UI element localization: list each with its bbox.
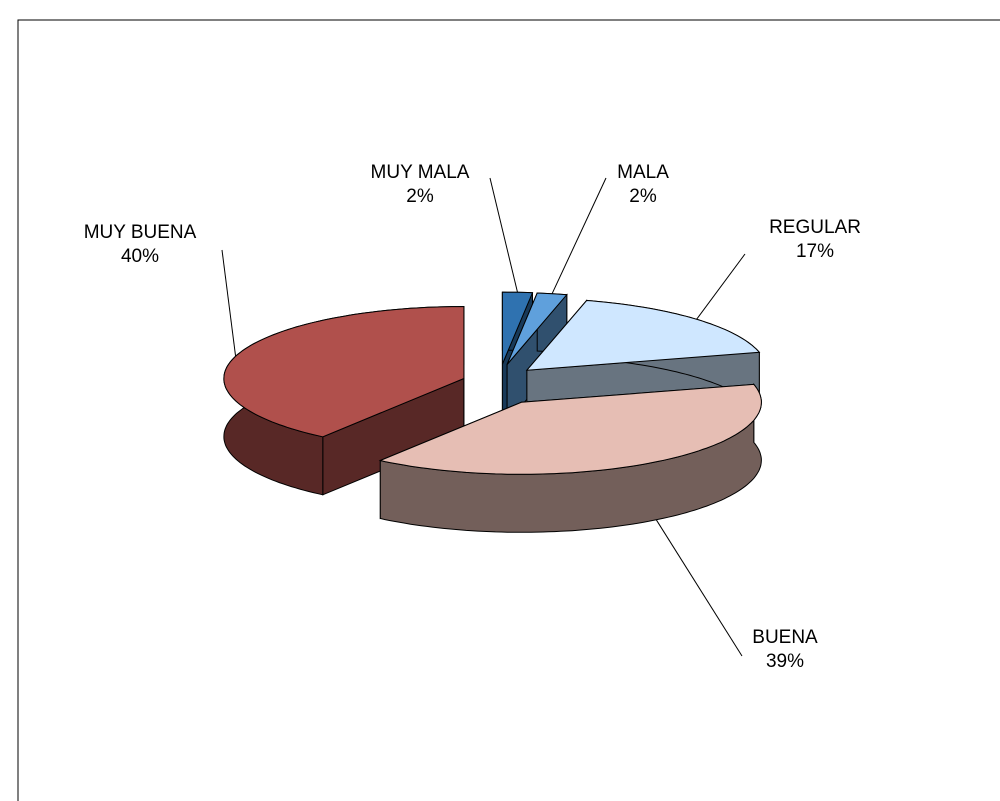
leader-line [696,253,746,320]
chart-frame [17,19,1000,801]
leader-line [221,249,237,357]
data-label-value: 40% [121,246,159,267]
leader-line [655,519,743,657]
data-label-name: BUENA [752,627,818,648]
slice-top [378,383,762,475]
data-label-value: 2% [406,186,434,207]
data-label-value: 2% [629,186,657,207]
data-label-name: MUY MALA [371,162,470,183]
data-label-value: 39% [766,651,804,672]
leader-line [551,177,607,294]
data-label-name: MUY BUENA [84,222,197,243]
leader-line [489,177,518,293]
data-label-name: MALA [617,162,669,183]
data-label-name: REGULAR [769,217,861,238]
data-label-value: 17% [796,241,834,262]
